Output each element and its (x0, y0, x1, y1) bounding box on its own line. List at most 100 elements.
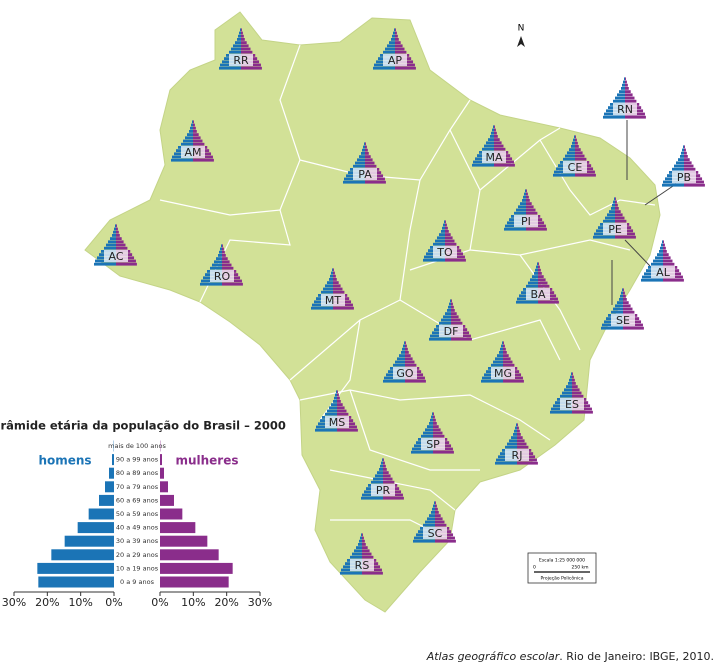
x-tick-label: 20% (214, 596, 238, 609)
pyramid-icon-left (187, 133, 193, 136)
pyramid-icon-left (354, 549, 362, 553)
pyramid-icon-right (663, 278, 684, 282)
pyramid-icon-left (427, 425, 433, 428)
pyramid-icon-right (494, 125, 495, 129)
state-pyramid: PR (361, 458, 404, 500)
source-rest: . Rio de Janeiro: IBGE, 2010. (559, 650, 714, 663)
pyramid-icon-right (405, 351, 409, 354)
pyramid-icon-left (488, 138, 494, 141)
pyramid-icon-left (530, 278, 538, 282)
pyramid-icon-left (434, 501, 435, 505)
pyramid-icon-left (674, 164, 684, 168)
pyramid-icon-right (433, 431, 443, 435)
state-label-bg (229, 54, 253, 66)
pyramid-icon-left (481, 379, 503, 383)
pyramid-icon-left (535, 268, 538, 272)
pyramid-icon-right (503, 357, 511, 361)
pyramid-icon-left (429, 514, 435, 517)
pyramid-icon-right (503, 344, 505, 348)
pyramid-icon-left (491, 363, 503, 367)
pyramid-icon-left (112, 234, 116, 237)
pyramid-icon-left (360, 536, 362, 540)
state-label: MS (329, 416, 345, 429)
pyramid-icon-left (397, 357, 405, 361)
pyramid-icon-right (684, 183, 705, 187)
state-label-bg (371, 484, 395, 496)
pyramid-icon-right (365, 152, 369, 155)
pyramid-icon-right (684, 167, 696, 171)
pyramid-icon-left (534, 272, 538, 275)
pyramid-icon-left (220, 247, 222, 251)
pyramid-icon-left (505, 445, 517, 449)
pyramid-icon-left (433, 242, 445, 246)
pyramid-icon-left (321, 290, 333, 294)
pyramid-icon-right (684, 151, 687, 155)
pyramid-icon-right (663, 256, 671, 260)
legend-label: homens (38, 454, 91, 468)
brazil-map (84, 11, 661, 613)
pyramid-icon-right (433, 418, 436, 422)
state-pyramid: RR (219, 28, 262, 70)
pyramid-icon-right (337, 403, 343, 406)
pyramid-icon-right (575, 173, 596, 177)
pyramid-icon-left (200, 282, 222, 286)
pyramid-icon-left (387, 44, 395, 48)
state-label: AL (656, 266, 671, 279)
pyramid-icon-left (332, 268, 333, 272)
pyramid-icon-right (116, 246, 128, 250)
pyramid-icon-left (334, 396, 337, 400)
pyramid-icon-right (494, 141, 502, 145)
pyramid-icon-left (484, 144, 494, 148)
pyramid-icon-right (435, 539, 456, 543)
pyramid-icon-right (503, 379, 524, 383)
pyramid-icon-left (573, 138, 575, 142)
pyramid-icon-right (222, 244, 223, 248)
bar (88, 508, 114, 520)
pyramid-icon-left (570, 375, 572, 379)
pyramid-icon-left (662, 183, 684, 187)
pyramid-icon-left (680, 155, 684, 158)
pyramid-icon-left (425, 520, 435, 524)
pyramid-icon-right (383, 477, 393, 481)
pyramid-icon-left (421, 434, 433, 438)
pyramid-icon-left (441, 230, 445, 233)
pyramid-icon-left (528, 281, 538, 285)
pyramid-icon-left (566, 385, 572, 388)
pyramid-icon-right (663, 253, 669, 256)
pyramid-icon-right (435, 517, 443, 521)
north-label: N (518, 24, 525, 34)
pyramid-icon-right (383, 496, 404, 500)
pyramid-icon-left (572, 141, 575, 145)
state-label-bg (325, 416, 349, 428)
pyramid-icon-left (361, 533, 362, 537)
pyramid-icon-right (445, 242, 457, 246)
pyramid-icon-left (192, 120, 193, 124)
state-label: RO (214, 270, 231, 283)
pyramid-icon-right (538, 272, 542, 275)
pyramid-icon-left (183, 139, 193, 143)
pyramid-icon-right (362, 555, 374, 559)
pyramid-icon-right (365, 164, 377, 168)
pyramid-icon-right (575, 138, 577, 142)
pyramid-icon-right (517, 436, 523, 439)
pyramid-icon-right (395, 31, 397, 35)
pyramid-icon-left (622, 83, 625, 87)
pyramid-icon-left (514, 211, 526, 215)
pyramid-icon-left (509, 439, 517, 443)
pyramid-icon-right (526, 199, 530, 202)
pyramid-icon-left (404, 341, 405, 345)
scale-box: Escala 1:25 000 000 0 250 km Projeção Po… (527, 552, 597, 584)
pyramid-icon-right (337, 390, 338, 394)
state-label: MG (494, 367, 512, 380)
pyramid-icon-left (104, 246, 116, 250)
pyramid-icon-right (433, 422, 437, 425)
bar (99, 494, 114, 506)
pyramid-icon-left (655, 256, 663, 260)
pyramid-icon-right (193, 126, 196, 130)
pyramid-icon-left (615, 304, 623, 308)
pyramid-icon-right (451, 302, 453, 306)
state-pyramid: GO (383, 341, 426, 383)
pyramid-icon-right (526, 227, 547, 231)
pyramid-icon-right (193, 130, 197, 133)
pyramid-icon-right (526, 205, 534, 209)
